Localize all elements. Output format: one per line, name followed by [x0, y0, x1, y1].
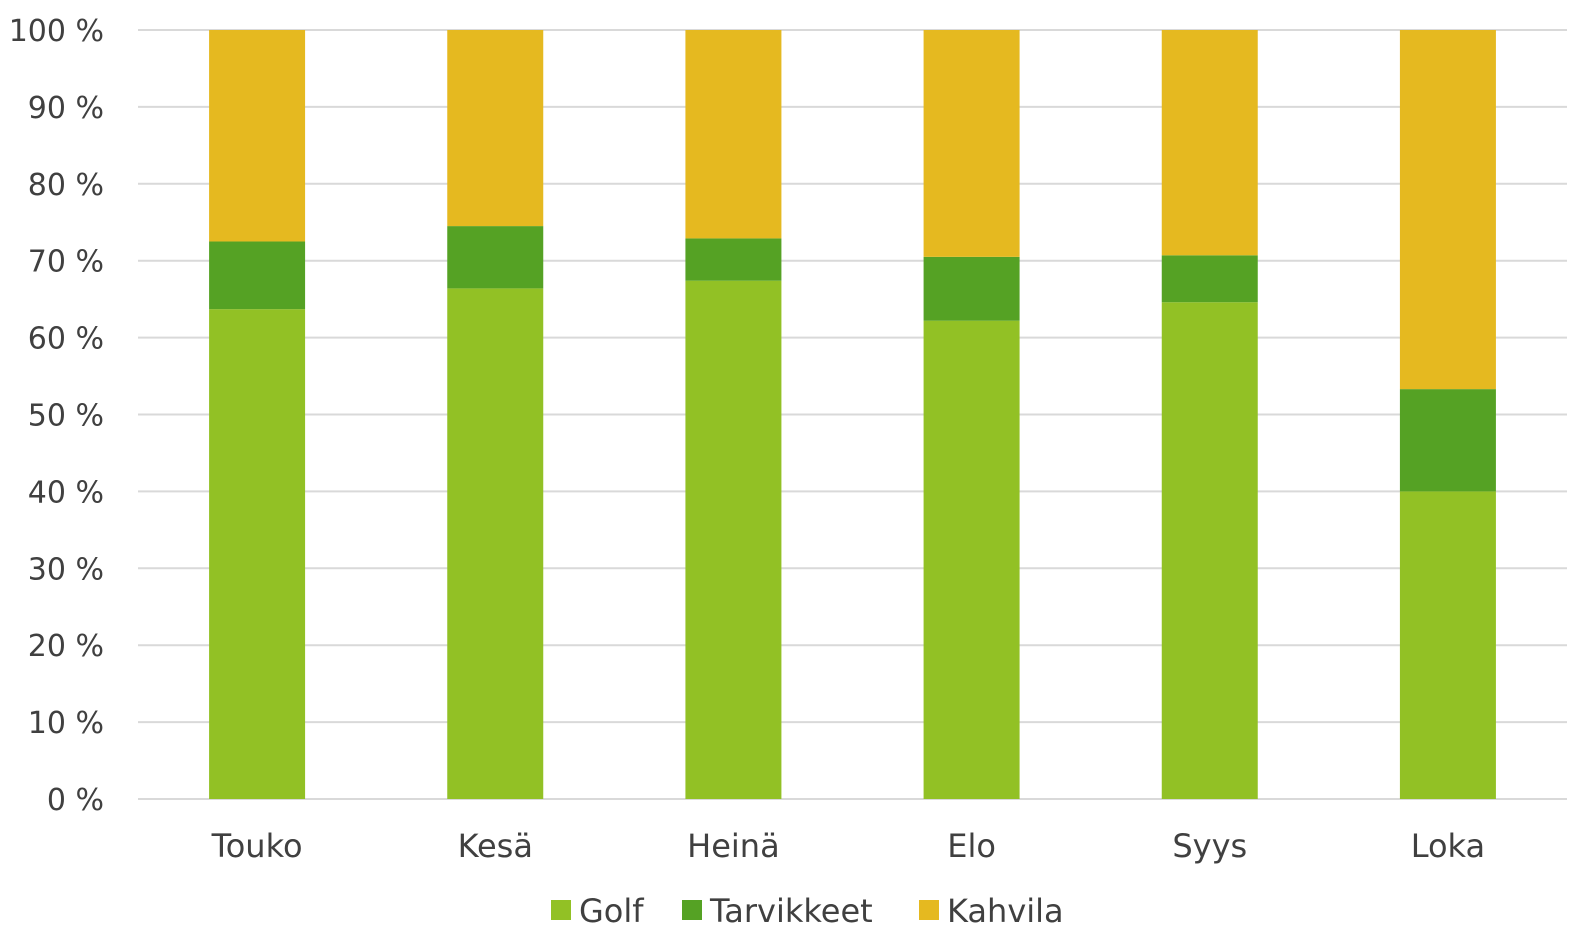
bar-kahvila-touko [209, 30, 306, 242]
x-category-label: Loka [1411, 827, 1485, 865]
y-tick-label: 60 % [28, 322, 104, 357]
bar-golf-loka [1399, 491, 1496, 799]
x-category-label: Syys [1172, 827, 1247, 865]
bar-tarvikkeet-kesä [447, 226, 544, 289]
y-tick-label: 50 % [28, 399, 104, 434]
bar-golf-touko [209, 309, 306, 799]
bars [209, 30, 1496, 800]
x-category-label: Elo [947, 827, 996, 865]
bar-tarvikkeet-loka [1399, 389, 1496, 492]
bar-tarvikkeet-touko [209, 241, 306, 310]
y-tick-label: 80 % [28, 168, 104, 203]
bar-golf-elo [923, 320, 1020, 799]
bar-golf-heinä [685, 280, 782, 800]
legend-swatch-kahvila [919, 900, 939, 920]
bar-tarvikkeet-heinä [685, 238, 782, 281]
y-tick-label: 30 % [28, 552, 104, 587]
y-tick-label: 90 % [28, 91, 104, 126]
y-tick-label: 70 % [28, 245, 104, 280]
bar-tarvikkeet-syys [1161, 255, 1258, 303]
x-axis-category-labels: Touko Kesä Heinä Elo Syys Loka [211, 827, 1486, 865]
y-tick-label: 100 % [9, 14, 104, 49]
legend-label-golf: Golf [579, 892, 644, 930]
bar-kahvila-heinä [685, 30, 782, 239]
bar-golf-kesä [447, 288, 544, 799]
x-category-label: Heinä [687, 827, 780, 865]
y-tick-label: 0 % [47, 783, 104, 818]
y-tick-label: 40 % [28, 475, 104, 510]
legend-swatch-tarvikkeet [682, 900, 702, 920]
gridlines [138, 29, 1567, 800]
x-category-label: Kesä [458, 827, 533, 865]
bar-kahvila-kesä [447, 30, 544, 227]
legend: Golf Tarvikkeet Kahvila [551, 892, 1064, 930]
bar-kahvila-syys [1161, 30, 1258, 256]
bar-tarvikkeet-elo [923, 256, 1020, 321]
legend-label-kahvila: Kahvila [947, 892, 1064, 930]
y-tick-label: 10 % [28, 706, 104, 741]
legend-label-tarvikkeet: Tarvikkeet [709, 892, 873, 930]
x-category-label: Touko [211, 827, 303, 865]
legend-swatch-golf [551, 900, 571, 920]
y-axis-tick-labels: 0 % 10 % 20 % 30 % 40 % 50 % 60 % 70 % 80 % 90 % 1… [9, 14, 104, 818]
bar-kahvila-loka [1399, 30, 1496, 390]
bar-golf-syys [1161, 302, 1258, 799]
y-tick-label: 20 % [28, 629, 104, 664]
bar-kahvila-elo [923, 30, 1020, 257]
